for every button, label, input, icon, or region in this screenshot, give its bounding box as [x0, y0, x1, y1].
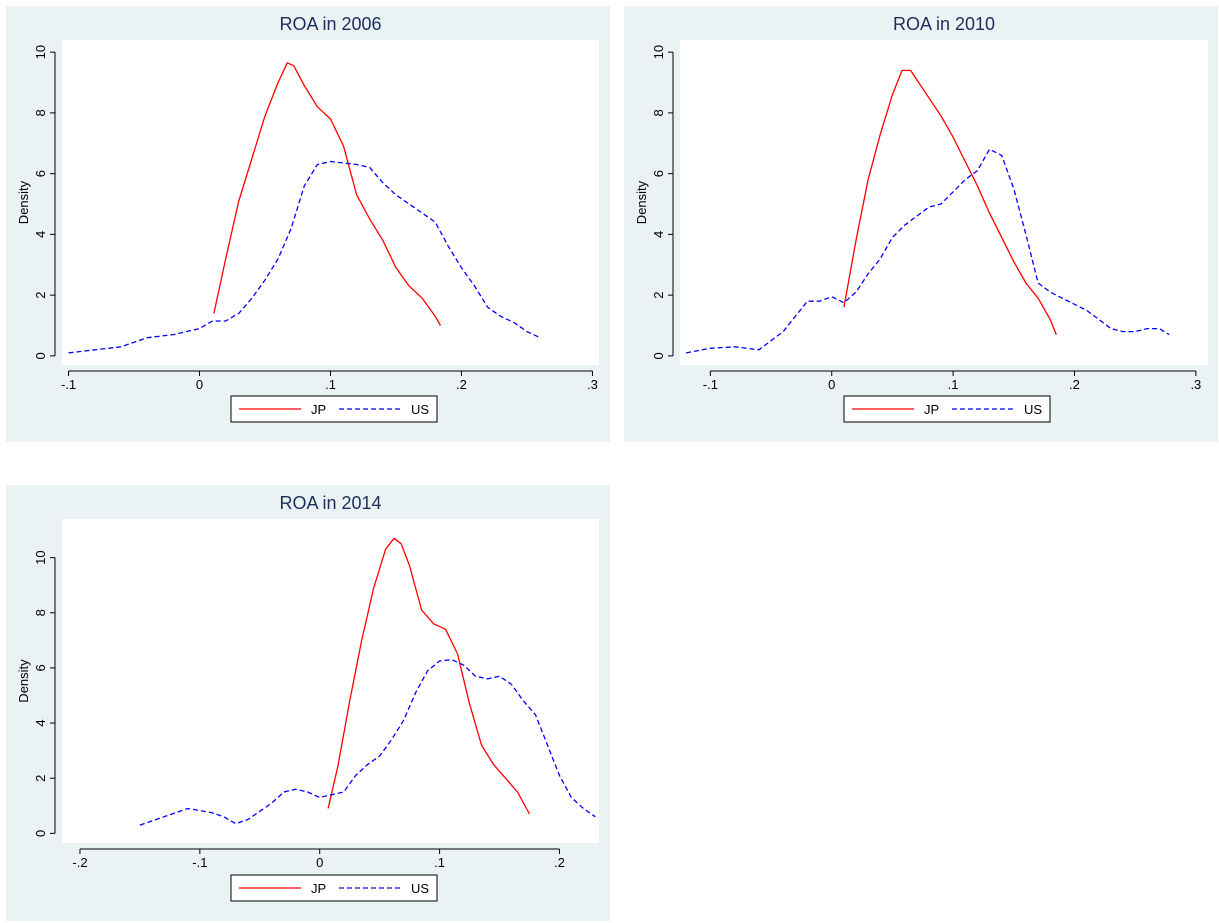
x-tick-label: -.1 [703, 377, 718, 392]
legend-label-us: US [1024, 402, 1042, 417]
x-tick-label: .1 [325, 377, 336, 392]
plot-area [62, 40, 599, 365]
chart-title: ROA in 2006 [279, 14, 381, 34]
y-tick-label: 4 [651, 231, 666, 238]
x-tick-label: 0 [316, 855, 323, 870]
y-axis-title: Density [16, 659, 31, 703]
x-tick-label: .2 [456, 377, 467, 392]
x-tick-label: 0 [196, 377, 203, 392]
chart-svg: ROA in 2014 0 2 4 6 8 10 Density -.2 -.1 0 .1 .2 JP US [16, 493, 599, 902]
y-tick-label: 10 [33, 45, 48, 59]
legend-label-jp: JP [924, 402, 939, 417]
x-tick-label: -.1 [61, 377, 76, 392]
y-tick-label: 10 [33, 550, 48, 564]
x-tick-label: .2 [1069, 377, 1080, 392]
chart-svg: ROA in 2010 0 2 4 6 8 10 Density -.1 0 .1 .2 .3 JP US [634, 14, 1208, 423]
chart-panel-2006: ROA in 2006 0 2 4 6 8 10 Density -.1 0 .1 .2 .3 JP US [6, 6, 610, 442]
x-tick-label: .1 [434, 855, 445, 870]
y-tick-label: 0 [33, 830, 48, 837]
chart-title: ROA in 2010 [893, 14, 995, 34]
series-line-jp [213, 62, 442, 326]
x-tick-label: -.2 [72, 855, 87, 870]
series-line-us [685, 148, 1170, 354]
chart-svg: ROA in 2006 0 2 4 6 8 10 Density -.1 0 .1 .2 .3 JP US [16, 14, 599, 423]
y-tick-label: 10 [651, 45, 666, 59]
plot-area [680, 40, 1208, 365]
x-tick-label: .1 [948, 377, 959, 392]
y-tick-label: 8 [33, 609, 48, 616]
y-tick-label: 2 [651, 292, 666, 299]
y-tick-label: 4 [33, 231, 48, 238]
y-tick-label: 8 [651, 109, 666, 116]
y-tick-label: 0 [651, 352, 666, 359]
x-tick-label: .2 [554, 855, 565, 870]
legend-label-jp: JP [311, 402, 326, 417]
series-line-jp [843, 69, 1057, 335]
legend-label-jp: JP [311, 881, 326, 896]
plot-area [62, 519, 599, 843]
x-tick-label: -.1 [192, 855, 207, 870]
y-tick-label: 0 [33, 352, 48, 359]
series-line-jp [327, 537, 531, 815]
y-tick-label: 2 [33, 775, 48, 782]
y-tick-label: 2 [33, 292, 48, 299]
y-tick-label: 4 [33, 719, 48, 726]
y-tick-label: 6 [33, 170, 48, 177]
y-tick-label: 8 [33, 109, 48, 116]
x-tick-label: .3 [587, 377, 598, 392]
series-line-us [139, 658, 596, 826]
chart-title: ROA in 2014 [279, 493, 381, 513]
y-tick-label: 6 [651, 170, 666, 177]
x-tick-label: .3 [1190, 377, 1201, 392]
y-tick-label: 6 [33, 664, 48, 671]
legend-label-us: US [411, 881, 429, 896]
series-line-us [68, 160, 541, 354]
chart-panel-2010: ROA in 2010 0 2 4 6 8 10 Density -.1 0 .1 .2 .3 JP US [624, 6, 1218, 442]
y-axis-title: Density [634, 180, 649, 224]
y-axis-title: Density [16, 180, 31, 224]
chart-panel-2014: ROA in 2014 0 2 4 6 8 10 Density -.2 -.1 0 .1 .2 JP US [6, 485, 610, 921]
legend-label-us: US [411, 402, 429, 417]
x-tick-label: 0 [828, 377, 835, 392]
